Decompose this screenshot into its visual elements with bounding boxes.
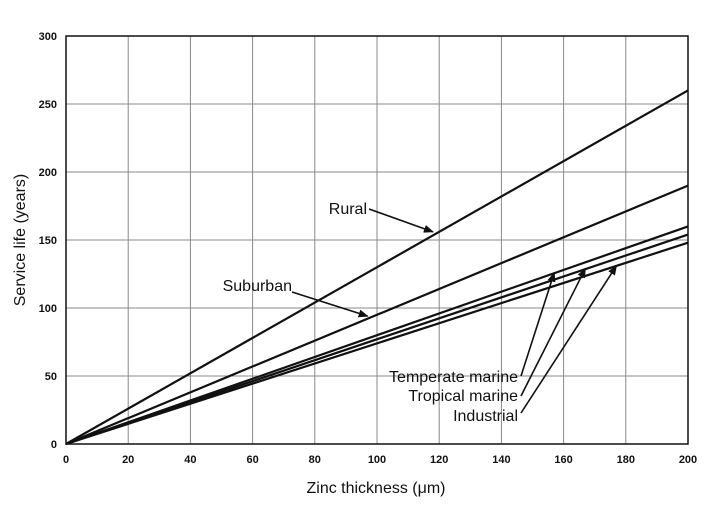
y-tick-label: 100 — [39, 303, 57, 315]
annotation-industrial: Industrial — [453, 408, 518, 425]
x-axis-label: Zinc thickness (μm) — [306, 480, 445, 497]
x-tick-label: 40 — [184, 454, 196, 466]
annotations: Rural Suburban Temperate marine Tropical ma… — [223, 201, 618, 425]
annotation-suburban: Suburban — [223, 278, 292, 295]
x-tick-label: 140 — [492, 454, 510, 466]
x-tick-label: 120 — [430, 454, 448, 466]
x-tick-label: 200 — [679, 454, 697, 466]
annotation-arrow-industrial — [520, 265, 618, 414]
annotation-tropical-marine: Tropical marine — [408, 388, 518, 405]
tick-labels: 0 20 40 60 80 100 120 140 160 180 200 0 50 100 150 200 2… — [39, 31, 698, 466]
series-line-rural — [65, 89, 689, 445]
annotation-arrow-suburban — [291, 291, 369, 318]
x-tick-label: 100 — [368, 454, 386, 466]
x-tick-label: 0 — [63, 454, 69, 466]
y-tick-label: 250 — [39, 99, 57, 111]
y-tick-label: 150 — [39, 235, 57, 247]
y-tick-label: 300 — [39, 31, 57, 43]
grid — [65, 35, 689, 445]
x-tick-label: 60 — [246, 454, 258, 466]
annotation-arrow-temperate-marine — [520, 271, 556, 377]
x-tick-label: 160 — [554, 454, 572, 466]
plot-frame — [65, 35, 689, 445]
x-tick-label: 20 — [122, 454, 134, 466]
x-tick-label: 180 — [617, 454, 635, 466]
y-tick-label: 50 — [45, 371, 57, 383]
series-line-suburban — [65, 184, 689, 446]
x-tick-label: 80 — [309, 454, 321, 466]
annotation-arrow-rural — [368, 208, 434, 233]
annotation-arrow-tropical-marine — [520, 267, 587, 397]
annotation-temperate-marine: Temperate marine — [389, 369, 518, 386]
series-line-temperate-marine — [65, 225, 689, 446]
y-axis-label: Service life (years) — [12, 174, 29, 306]
annotation-rural: Rural — [329, 201, 367, 218]
y-tick-label: 200 — [39, 167, 57, 179]
y-tick-label: 0 — [51, 439, 57, 451]
